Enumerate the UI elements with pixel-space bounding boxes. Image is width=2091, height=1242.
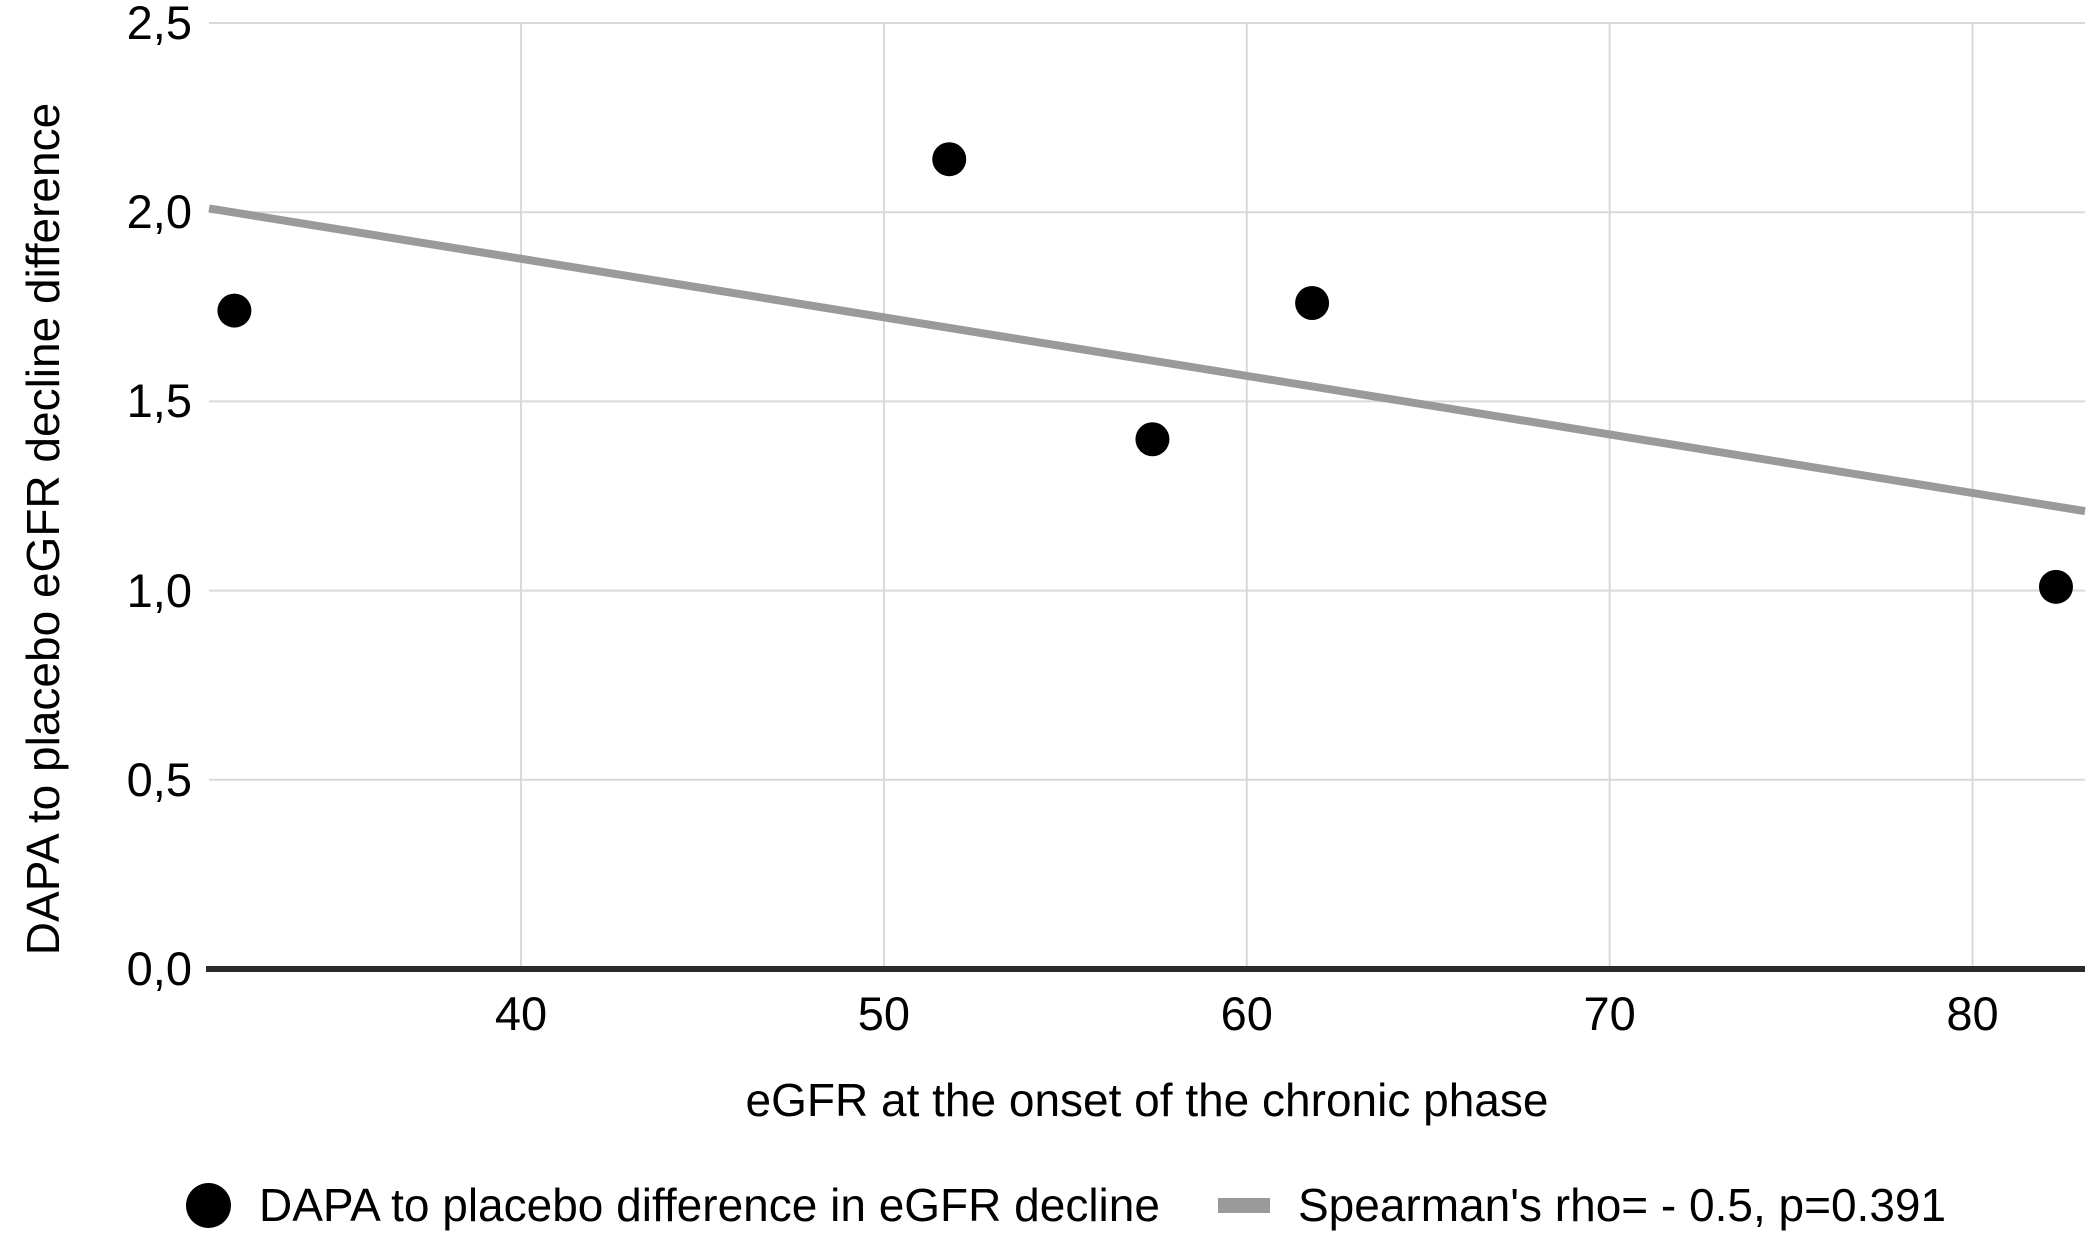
x-tick-label: 50 — [857, 987, 911, 1040]
legend-label-points: DAPA to placebo difference in eGFR decli… — [259, 1179, 1160, 1231]
y-tick-label: 1,0 — [126, 563, 192, 617]
y-tick-label: 0,0 — [126, 942, 192, 995]
legend-item-trend: Spearman's rho= - 0.5, p=0.391 — [1218, 1176, 1946, 1234]
y-tick-label: 1,5 — [126, 374, 192, 428]
legend-line-marker-icon — [1218, 1197, 1270, 1213]
y-tick-label: 2,0 — [126, 185, 192, 239]
y-axis-title: DAPA to placebo eGFR decline difference — [17, 102, 69, 956]
data-point — [1135, 422, 1170, 457]
data-point — [2038, 569, 2073, 604]
legend-item-points: DAPA to placebo difference in eGFR decli… — [186, 1176, 1160, 1234]
x-tick-label: 80 — [1946, 987, 1999, 1040]
y-tick-label: 0,5 — [126, 752, 192, 806]
data-point — [217, 293, 252, 328]
y-tick-label: 2,5 — [126, 0, 192, 49]
data-point — [932, 142, 967, 177]
data-point — [1295, 286, 1330, 321]
x-tick-label: 60 — [1220, 987, 1273, 1040]
x-axis-title: eGFR at the onset of the chronic phase — [745, 1074, 1549, 1126]
legend-dot-marker-icon — [186, 1182, 231, 1228]
x-tick-label: 70 — [1583, 987, 1636, 1040]
x-tick-label: 40 — [494, 987, 548, 1040]
legend-label-trend: Spearman's rho= - 0.5, p=0.391 — [1298, 1179, 1947, 1231]
trend-line — [208, 204, 2086, 516]
